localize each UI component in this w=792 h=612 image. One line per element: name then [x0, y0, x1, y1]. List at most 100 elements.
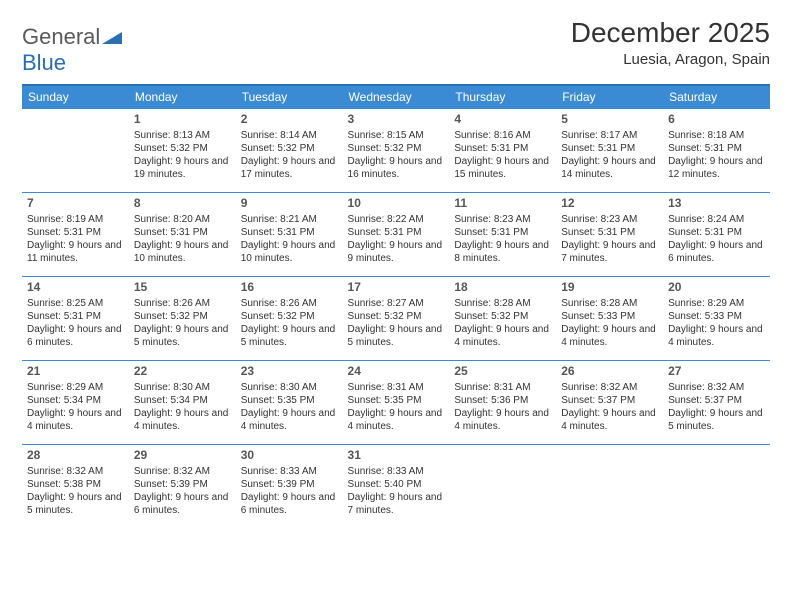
day-header-wed: Wednesday	[343, 85, 450, 109]
calendar-day-cell: 22Sunrise: 8:30 AMSunset: 5:34 PMDayligh…	[129, 361, 236, 445]
daylight-line: Daylight: 9 hours and 4 minutes.	[561, 323, 658, 349]
daylight-line: Daylight: 9 hours and 4 minutes.	[134, 407, 231, 433]
day-number: 22	[134, 364, 231, 380]
day-number: 25	[454, 364, 551, 380]
calendar-day-cell: 24Sunrise: 8:31 AMSunset: 5:35 PMDayligh…	[343, 361, 450, 445]
calendar-day-cell	[449, 445, 556, 529]
calendar-day-cell: 8Sunrise: 8:20 AMSunset: 5:31 PMDaylight…	[129, 193, 236, 277]
sunrise-line: Sunrise: 8:14 AM	[241, 129, 338, 142]
day-number: 7	[27, 196, 124, 212]
day-number: 16	[241, 280, 338, 296]
sunrise-line: Sunrise: 8:32 AM	[668, 381, 765, 394]
sunrise-line: Sunrise: 8:16 AM	[454, 129, 551, 142]
calendar-day-cell: 23Sunrise: 8:30 AMSunset: 5:35 PMDayligh…	[236, 361, 343, 445]
daylight-line: Daylight: 9 hours and 8 minutes.	[454, 239, 551, 265]
daylight-line: Daylight: 9 hours and 4 minutes.	[668, 323, 765, 349]
sunrise-line: Sunrise: 8:27 AM	[348, 297, 445, 310]
day-number: 6	[668, 112, 765, 128]
day-header-fri: Friday	[556, 85, 663, 109]
sunrise-line: Sunrise: 8:23 AM	[561, 213, 658, 226]
daylight-line: Daylight: 9 hours and 10 minutes.	[134, 239, 231, 265]
calendar-day-cell: 29Sunrise: 8:32 AMSunset: 5:39 PMDayligh…	[129, 445, 236, 529]
day-number: 1	[134, 112, 231, 128]
sunrise-line: Sunrise: 8:30 AM	[134, 381, 231, 394]
daylight-line: Daylight: 9 hours and 6 minutes.	[134, 491, 231, 517]
title-block: December 2025 Luesia, Aragon, Spain	[571, 18, 770, 68]
sunset-line: Sunset: 5:31 PM	[454, 226, 551, 239]
calendar-day-cell: 6Sunrise: 8:18 AMSunset: 5:31 PMDaylight…	[663, 109, 770, 193]
day-number: 29	[134, 448, 231, 464]
sunrise-line: Sunrise: 8:30 AM	[241, 381, 338, 394]
calendar-day-cell: 17Sunrise: 8:27 AMSunset: 5:32 PMDayligh…	[343, 277, 450, 361]
day-number: 26	[561, 364, 658, 380]
daylight-line: Daylight: 9 hours and 4 minutes.	[241, 407, 338, 433]
daylight-line: Daylight: 9 hours and 6 minutes.	[668, 239, 765, 265]
calendar-day-cell: 7Sunrise: 8:19 AMSunset: 5:31 PMDaylight…	[22, 193, 129, 277]
calendar-day-cell: 21Sunrise: 8:29 AMSunset: 5:34 PMDayligh…	[22, 361, 129, 445]
day-number: 28	[27, 448, 124, 464]
sunset-line: Sunset: 5:31 PM	[561, 226, 658, 239]
sunset-line: Sunset: 5:31 PM	[668, 226, 765, 239]
sunset-line: Sunset: 5:36 PM	[454, 394, 551, 407]
day-header-tue: Tuesday	[236, 85, 343, 109]
day-header-sat: Saturday	[663, 85, 770, 109]
day-number: 12	[561, 196, 658, 212]
sunrise-line: Sunrise: 8:17 AM	[561, 129, 658, 142]
calendar-day-cell: 2Sunrise: 8:14 AMSunset: 5:32 PMDaylight…	[236, 109, 343, 193]
sunset-line: Sunset: 5:37 PM	[561, 394, 658, 407]
logo-general: General	[22, 24, 100, 49]
sunrise-line: Sunrise: 8:25 AM	[27, 297, 124, 310]
calendar-day-cell: 3Sunrise: 8:15 AMSunset: 5:32 PMDaylight…	[343, 109, 450, 193]
sunset-line: Sunset: 5:34 PM	[27, 394, 124, 407]
sunset-line: Sunset: 5:32 PM	[134, 310, 231, 323]
daylight-line: Daylight: 9 hours and 16 minutes.	[348, 155, 445, 181]
daylight-line: Daylight: 9 hours and 7 minutes.	[561, 239, 658, 265]
day-number: 2	[241, 112, 338, 128]
sunset-line: Sunset: 5:35 PM	[348, 394, 445, 407]
sunrise-line: Sunrise: 8:20 AM	[134, 213, 231, 226]
calendar-day-cell: 15Sunrise: 8:26 AMSunset: 5:32 PMDayligh…	[129, 277, 236, 361]
calendar-day-cell: 16Sunrise: 8:26 AMSunset: 5:32 PMDayligh…	[236, 277, 343, 361]
logo-blue: Blue	[22, 50, 66, 75]
daylight-line: Daylight: 9 hours and 5 minutes.	[668, 407, 765, 433]
location-label: Luesia, Aragon, Spain	[571, 51, 770, 68]
sunrise-line: Sunrise: 8:26 AM	[134, 297, 231, 310]
day-number: 30	[241, 448, 338, 464]
calendar-day-cell: 18Sunrise: 8:28 AMSunset: 5:32 PMDayligh…	[449, 277, 556, 361]
day-header-sun: Sunday	[22, 85, 129, 109]
sunrise-line: Sunrise: 8:21 AM	[241, 213, 338, 226]
day-number: 8	[134, 196, 231, 212]
day-header-mon: Monday	[129, 85, 236, 109]
calendar-day-cell: 5Sunrise: 8:17 AMSunset: 5:31 PMDaylight…	[556, 109, 663, 193]
sunrise-line: Sunrise: 8:32 AM	[27, 465, 124, 478]
calendar-day-cell: 10Sunrise: 8:22 AMSunset: 5:31 PMDayligh…	[343, 193, 450, 277]
sunset-line: Sunset: 5:34 PM	[134, 394, 231, 407]
sunset-line: Sunset: 5:32 PM	[348, 142, 445, 155]
sunset-line: Sunset: 5:38 PM	[27, 478, 124, 491]
calendar-week-row: 28Sunrise: 8:32 AMSunset: 5:38 PM Dayligh…	[22, 445, 770, 529]
calendar-day-cell: 11Sunrise: 8:23 AMSunset: 5:31 PMDayligh…	[449, 193, 556, 277]
day-number: 31	[348, 448, 445, 464]
sunrise-line: Sunrise: 8:28 AM	[454, 297, 551, 310]
calendar-day-cell: 12Sunrise: 8:23 AMSunset: 5:31 PMDayligh…	[556, 193, 663, 277]
daylight-line: Daylight: 9 hours and 7 minutes.	[348, 491, 445, 517]
sunrise-line: Sunrise: 8:29 AM	[27, 381, 124, 394]
calendar-week-row: 21Sunrise: 8:29 AMSunset: 5:34 PMDayligh…	[22, 361, 770, 445]
logo: GeneralBlue	[22, 18, 122, 76]
daylight-line: Daylight: 9 hours and 5 minutes.	[348, 323, 445, 349]
logo-text: GeneralBlue	[22, 24, 122, 76]
daylight-line: Daylight: 9 hours and 5 minutes.	[241, 323, 338, 349]
sunset-line: Sunset: 5:39 PM	[241, 478, 338, 491]
day-number: 20	[668, 280, 765, 296]
daylight-line: Daylight: 9 hours and 4 minutes.	[27, 407, 124, 433]
sunset-line: Sunset: 5:31 PM	[27, 226, 124, 239]
sunset-line: Sunset: 5:32 PM	[454, 310, 551, 323]
day-number: 23	[241, 364, 338, 380]
calendar-day-cell: 13Sunrise: 8:24 AMSunset: 5:31 PMDayligh…	[663, 193, 770, 277]
header: GeneralBlue December 2025 Luesia, Aragon…	[22, 18, 770, 76]
calendar-header-row: Sunday Monday Tuesday Wednesday Thursday…	[22, 85, 770, 109]
sunset-line: Sunset: 5:31 PM	[668, 142, 765, 155]
day-number: 27	[668, 364, 765, 380]
sunrise-line: Sunrise: 8:33 AM	[241, 465, 338, 478]
daylight-line: Daylight: 9 hours and 4 minutes.	[454, 407, 551, 433]
